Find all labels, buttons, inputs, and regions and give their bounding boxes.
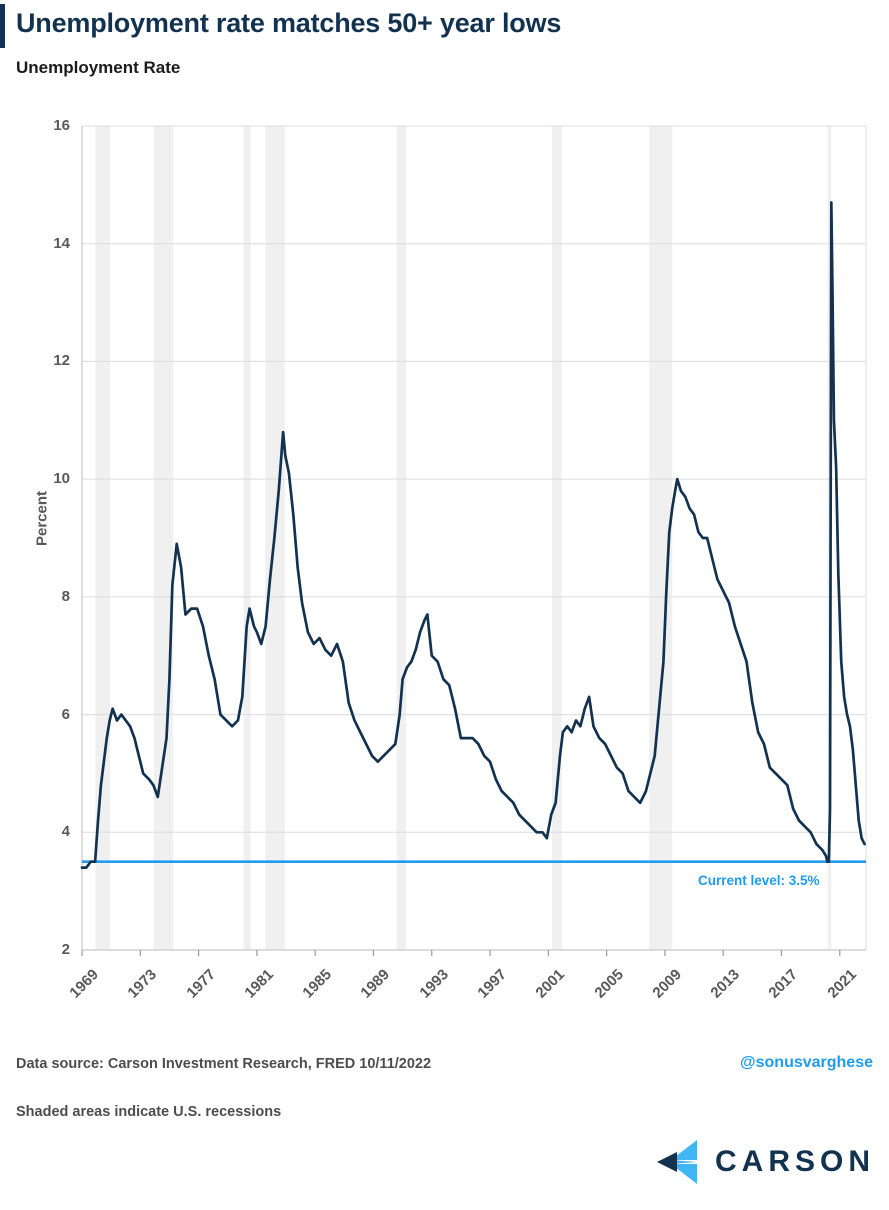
carson-wordmark: CARSON <box>714 1145 875 1178</box>
y-tick-label: 6 <box>61 705 70 723</box>
social-handle: @sonusvarghese <box>740 1054 873 1071</box>
y-tick-label: 10 <box>53 470 70 488</box>
carson-logo: CARSON <box>651 1136 875 1188</box>
y-tick-label: 16 <box>53 117 70 134</box>
current-level-annotation: Current level: 3.5% <box>698 872 820 888</box>
y-tick-label: 8 <box>61 587 70 605</box>
y-tick-label: 4 <box>61 823 70 841</box>
data-source-text: Data source: Carson Investment Research,… <box>16 1056 432 1072</box>
y-tick-label: 14 <box>53 234 70 252</box>
recession-note-text: Shaded areas indicate U.S. recessions <box>16 1104 282 1120</box>
y-tick-label: 2 <box>61 941 70 958</box>
unemployment-line-chart <box>80 125 867 956</box>
chart-plot-area: Percent 2 4 6 8 10 12 14 16 1969 1973 1977 1981 198… <box>34 117 867 1002</box>
title-accent-bar <box>0 4 5 48</box>
carson-chevron-icon <box>656 1140 697 1184</box>
page-title: Unemployment rate matches 50+ year lows <box>16 8 562 38</box>
chart-subtitle: Unemployment Rate <box>16 58 181 77</box>
y-tick-label: 12 <box>53 352 70 370</box>
